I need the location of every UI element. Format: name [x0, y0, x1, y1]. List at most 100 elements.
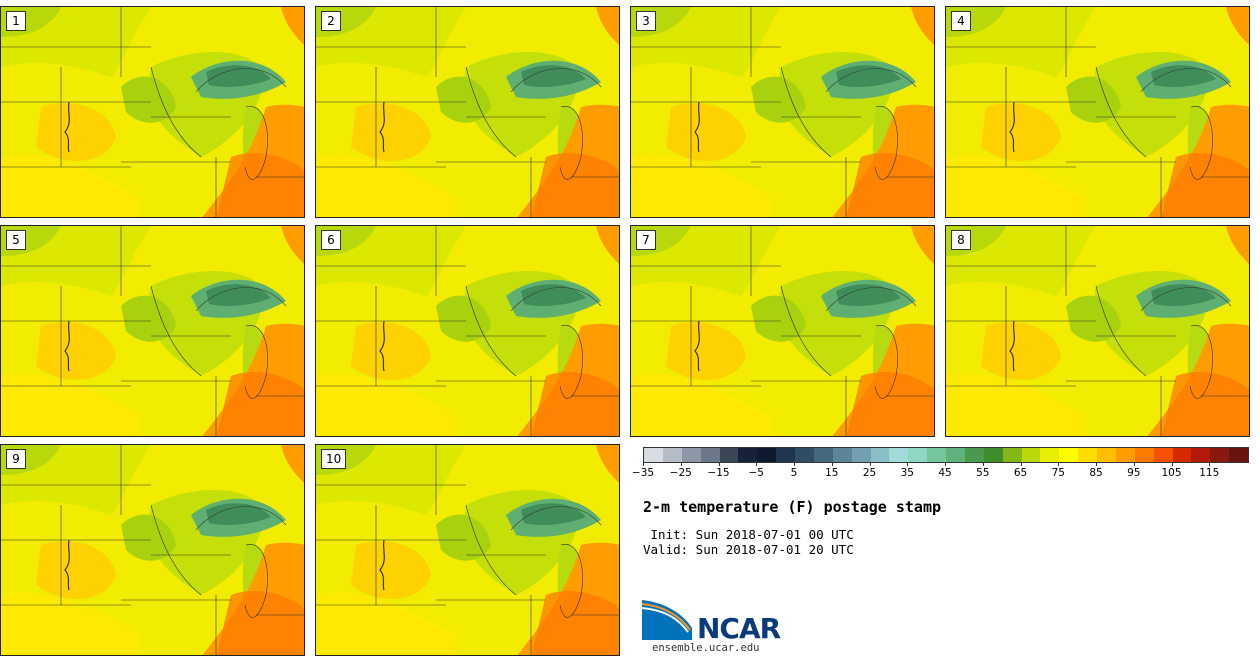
colorbar-swatch	[681, 448, 701, 462]
logo-text: NCAR	[697, 612, 781, 645]
postage-stamp-panel: 1	[0, 6, 305, 218]
colorbar-swatch	[1040, 448, 1060, 462]
colorbar-swatch	[1021, 448, 1041, 462]
colorbar-swatch	[1191, 448, 1211, 462]
temperature-map	[946, 226, 1249, 436]
colorbar-tick-label: 105	[1161, 467, 1182, 479]
postage-stamp-panel: 7	[630, 225, 935, 437]
colorbar-tick-label: 115	[1199, 467, 1220, 479]
colorbar-tick-mark	[869, 462, 871, 466]
colorbar-tick-label: 45	[938, 467, 952, 479]
colorbar-tick-mark	[756, 462, 758, 466]
colorbar-swatch	[946, 448, 965, 462]
colorbar-swatch	[1153, 448, 1173, 462]
colorbar-tick-mark	[1020, 462, 1022, 466]
colorbar-swatch	[1115, 448, 1135, 462]
postage-stamp-panel: 6	[315, 225, 620, 437]
temperature-map	[1, 226, 304, 436]
colorbar-swatch	[1134, 448, 1154, 462]
temperature-map	[946, 7, 1249, 217]
colorbar-swatch	[1172, 448, 1192, 462]
colorbar-tick-mark	[643, 462, 644, 466]
colorbar-swatch	[908, 448, 928, 462]
colorbar-tick-label: 75	[1051, 467, 1065, 479]
temperature-map	[316, 445, 619, 655]
colorbar-tick-label: 65	[1013, 467, 1028, 479]
colorbar-tick-mark	[1133, 462, 1135, 466]
colorbar-tick-label: 15	[825, 467, 839, 479]
colorbar-tick-label: 25	[862, 467, 877, 479]
valid-time: Valid: Sun 2018-07-01 20 UTC	[643, 542, 854, 557]
member-number-label: 9	[6, 449, 26, 469]
temperature-map	[1, 445, 304, 655]
postage-stamp-panel: 5	[0, 225, 305, 437]
init-time: Init: Sun 2018-07-01 00 UTC	[643, 527, 854, 542]
colorbar-swatch	[795, 448, 814, 462]
colorbar-tick-mark	[831, 462, 833, 466]
colorbar-tick-mark	[1209, 462, 1211, 466]
postage-stamp-panel: 9	[0, 444, 305, 656]
member-number-label: 4	[951, 11, 971, 31]
colorbar-swatch	[1059, 448, 1079, 462]
colorbar-tick-label: 35	[900, 467, 914, 479]
member-number-label: 5	[6, 230, 26, 250]
colorbar-swatch	[776, 448, 795, 462]
colorbar-tick-label: −35	[631, 467, 655, 479]
colorbar-tick-mark	[982, 462, 984, 466]
colorbar-tick-mark	[1171, 462, 1173, 466]
colorbar-swatch	[851, 448, 871, 462]
colorbar-tick-mark	[907, 462, 909, 466]
colorbar-swatch	[1229, 448, 1248, 462]
colorbar-swatch	[813, 448, 833, 462]
temperature-map	[1, 7, 304, 217]
colorbar-tick-label: −5	[748, 467, 764, 479]
temperature-map	[316, 226, 619, 436]
member-number-label: 10	[321, 449, 347, 469]
colorbar-swatch	[1210, 448, 1230, 462]
postage-stamp-panel: 10	[315, 444, 620, 656]
colorbar-tick-label: 55	[976, 467, 990, 479]
colorbar-swatch	[983, 448, 1003, 462]
colorbar-swatch	[1097, 448, 1116, 462]
temperature-map	[316, 7, 619, 217]
colorbar-swatch	[757, 448, 777, 462]
colorbar-tick-mark	[794, 462, 795, 466]
ncar-logo-icon	[642, 600, 692, 640]
colorbar-tick-label: −15	[707, 467, 730, 479]
colorbar-swatch	[927, 448, 946, 462]
colorbar-tick-label: 95	[1127, 467, 1141, 479]
postage-stamp-panel: 4	[945, 6, 1250, 218]
colorbar-swatch	[889, 448, 909, 462]
postage-stamp-panel: 3	[630, 6, 935, 218]
colorbar-tick-mark	[718, 462, 720, 466]
colorbar-tick-label: 5	[790, 467, 798, 479]
colorbar-tick-label: 85	[1089, 467, 1103, 479]
postage-stamp-panel: 2	[315, 6, 620, 218]
temperature-map	[631, 226, 934, 436]
colorbar-swatch	[700, 448, 720, 462]
figure-title: 2-m temperature (F) postage stamp	[643, 498, 942, 516]
colorbar-swatch	[964, 448, 984, 462]
temperature-map	[631, 7, 934, 217]
colorbar-swatch	[662, 448, 682, 462]
colorbar-tick-label: −25	[669, 467, 692, 479]
website-url: ensemble.ucar.edu	[652, 642, 760, 654]
colorbar-swatch	[738, 448, 758, 462]
colorbar-swatch	[832, 448, 852, 462]
colorbar-swatch	[1002, 448, 1022, 462]
colorbar-swatch	[719, 448, 739, 462]
colorbar-tick-mark	[1058, 462, 1060, 466]
colorbar	[643, 447, 1249, 463]
colorbar-swatch	[1078, 448, 1097, 462]
colorbar-tick-mark	[680, 462, 682, 466]
member-number-label: 3	[636, 11, 656, 31]
colorbar-swatch	[870, 448, 890, 462]
member-number-label: 2	[321, 11, 341, 31]
postage-stamp-panel: 8	[945, 225, 1250, 437]
colorbar-tick-mark	[1096, 462, 1097, 466]
member-number-label: 1	[6, 11, 26, 31]
member-number-label: 6	[321, 230, 341, 250]
colorbar-swatch	[644, 448, 663, 462]
member-number-label: 7	[636, 230, 656, 250]
member-number-label: 8	[951, 230, 971, 250]
